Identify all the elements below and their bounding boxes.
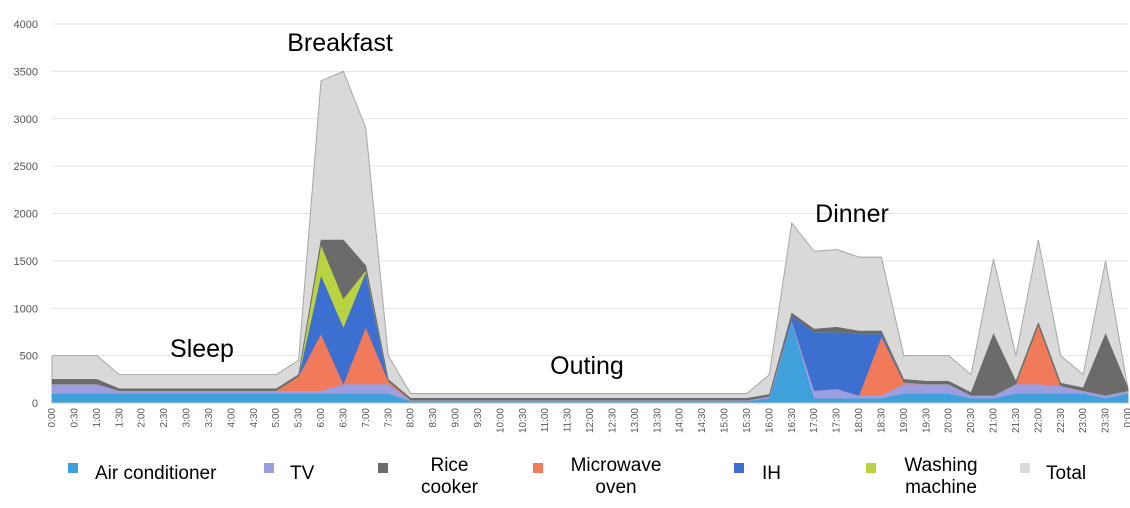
x-tick-label: 20:00 <box>944 408 955 433</box>
legend-marker <box>1020 463 1030 473</box>
x-tick-label: 9:30 <box>473 408 484 428</box>
x-tick-label: 5:30 <box>294 408 305 428</box>
x-tick-label: 0:30 <box>69 408 80 428</box>
y-tick-label: 4000 <box>14 19 38 31</box>
x-tick-label: 23:00 <box>1078 408 1089 433</box>
x-tick-label: 21:30 <box>1011 408 1022 433</box>
legend-marker <box>734 463 744 473</box>
x-tick-label: 7:00 <box>361 408 372 428</box>
x-tick-label: 15:00 <box>720 408 731 433</box>
legend-marker <box>378 463 388 473</box>
x-tick-label: 6:30 <box>338 408 349 428</box>
x-tick-label: 10:00 <box>495 408 506 433</box>
legend-label: Air conditioner <box>95 463 217 484</box>
x-tick-label: 0:00 <box>1123 408 1130 428</box>
x-tick-label: 18:30 <box>876 408 887 433</box>
x-tick-label: 9:00 <box>451 408 462 428</box>
legend-label: IH <box>762 463 781 484</box>
x-tick-label: 22:00 <box>1033 408 1044 433</box>
x-tick-label: 12:30 <box>607 408 618 433</box>
x-tick-label: 5:00 <box>271 408 282 428</box>
x-tick-label: 23:30 <box>1101 408 1112 433</box>
x-tick-label: 4:30 <box>249 408 260 428</box>
x-tick-label: 2:30 <box>159 408 170 428</box>
area-2 <box>51 239 1129 401</box>
y-tick-label: 1500 <box>14 256 38 268</box>
x-tick-label: 16:30 <box>787 408 798 433</box>
x-tick-label: 19:30 <box>921 408 932 433</box>
x-tick-label: 8:00 <box>406 408 417 428</box>
annotation: Breakfast <box>287 29 393 57</box>
x-tick-label: 0:00 <box>47 408 58 428</box>
legend-label: Washing machine <box>904 455 978 498</box>
annotation: Outing <box>550 352 624 380</box>
x-tick-label: 13:30 <box>652 408 663 433</box>
x-tick-label: 17:30 <box>832 408 843 433</box>
y-tick-label: 1000 <box>14 303 38 315</box>
x-tick-label: 7:30 <box>383 408 394 428</box>
legend-marker <box>68 463 78 473</box>
x-tick-label: 19:00 <box>899 408 910 433</box>
x-tick-label: 1:30 <box>114 408 125 428</box>
x-tick-label: 10:30 <box>518 408 529 433</box>
y-tick-label: 2500 <box>14 161 38 173</box>
x-tick-label: 6:00 <box>316 408 327 428</box>
x-tick-label: 8:30 <box>428 408 439 428</box>
legend-label: Microwave oven <box>570 455 662 498</box>
legend-label: Total <box>1046 463 1087 484</box>
x-tick-label: 3:00 <box>182 408 193 428</box>
y-tick-label: 2000 <box>14 209 38 221</box>
y-tick-label: 0 <box>32 398 38 410</box>
x-tick-label: 13:00 <box>630 408 641 433</box>
legend-marker <box>264 463 274 473</box>
x-tick-label: 14:00 <box>675 408 686 433</box>
x-tick-label: 11:00 <box>540 408 551 433</box>
legend-marker <box>533 463 543 473</box>
y-tick-label: 3000 <box>14 114 38 126</box>
x-tick-label: 17:00 <box>809 408 820 433</box>
annotation: Sleep <box>170 335 234 363</box>
x-tick-label: 11:30 <box>563 408 574 433</box>
annotation: Dinner <box>815 200 889 228</box>
x-tick-label: 16:00 <box>764 408 775 433</box>
x-tick-label: 4:00 <box>226 408 237 428</box>
x-tick-label: 12:00 <box>585 408 596 433</box>
legend-label: TV <box>290 463 315 484</box>
x-tick-label: 15:30 <box>742 408 753 433</box>
x-tick-label: 18:00 <box>854 408 865 433</box>
legend-label: Rice cooker <box>420 455 479 498</box>
y-tick-label: 3500 <box>14 66 38 78</box>
x-tick-label: 20:30 <box>966 408 977 433</box>
x-tick-label: 22:30 <box>1056 408 1067 433</box>
x-tick-label: 3:30 <box>204 408 215 428</box>
x-tick-label: 21:00 <box>989 408 1000 433</box>
x-tick-label: 1:00 <box>92 408 103 428</box>
x-tick-label: 14:30 <box>697 408 708 433</box>
x-tick-label: 2:00 <box>137 408 148 428</box>
legend-marker <box>866 463 876 473</box>
y-tick-label: 500 <box>20 351 38 363</box>
